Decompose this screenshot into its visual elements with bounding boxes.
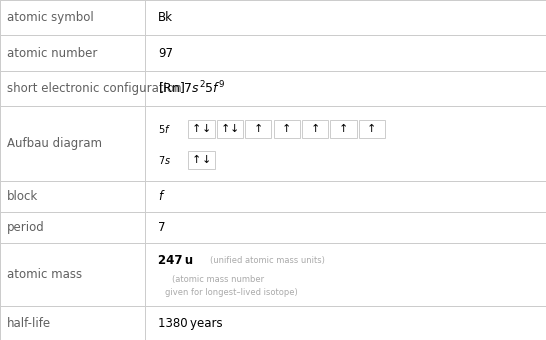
- Text: atomic symbol: atomic symbol: [7, 11, 93, 24]
- Text: period: period: [7, 221, 44, 234]
- Text: half-life: half-life: [7, 317, 51, 330]
- Text: f: f: [158, 190, 163, 203]
- Bar: [302, 120, 328, 138]
- Text: ↑: ↑: [310, 124, 320, 134]
- Text: ↓: ↓: [230, 124, 239, 134]
- Text: short electronic configuration: short electronic configuration: [7, 82, 181, 95]
- Bar: [0, 306, 546, 340]
- Bar: [0, 212, 546, 243]
- Bar: [0, 106, 546, 181]
- Bar: [0, 181, 546, 212]
- Text: atomic mass: atomic mass: [7, 268, 82, 281]
- Text: Aufbau diagram: Aufbau diagram: [7, 137, 102, 150]
- Bar: [217, 120, 243, 138]
- Text: (unified atomic mass units): (unified atomic mass units): [210, 256, 325, 265]
- Text: given for longest–lived isotope): given for longest–lived isotope): [165, 288, 298, 297]
- Text: ↑: ↑: [339, 124, 348, 134]
- Bar: [0, 71, 546, 106]
- Text: (atomic mass number: (atomic mass number: [172, 275, 264, 284]
- Text: 247 u: 247 u: [158, 254, 193, 267]
- Text: $\rm 5\it{f}$: $\rm 5\it{f}$: [158, 123, 171, 135]
- Text: 7: 7: [158, 221, 166, 234]
- Bar: [359, 120, 385, 138]
- Text: $\rm 7\it{s}$: $\rm 7\it{s}$: [158, 154, 171, 166]
- Bar: [0, 35, 546, 71]
- Text: ↑: ↑: [192, 124, 201, 134]
- Text: ↓: ↓: [201, 124, 211, 134]
- Text: atomic number: atomic number: [7, 47, 97, 60]
- Text: ↑: ↑: [282, 124, 292, 134]
- Bar: [245, 120, 271, 138]
- Bar: [0, 0, 546, 35]
- Bar: [274, 120, 300, 138]
- Bar: [330, 120, 357, 138]
- Text: block: block: [7, 190, 38, 203]
- Text: $\rm [Rn]7\it{s}^{2}\rm 5\it{f}^{9}$: $\rm [Rn]7\it{s}^{2}\rm 5\it{f}^{9}$: [158, 80, 225, 97]
- Bar: [188, 151, 215, 169]
- Text: 1380 years: 1380 years: [158, 317, 223, 330]
- Text: ↑: ↑: [221, 124, 230, 134]
- Text: ↑: ↑: [192, 155, 201, 165]
- Text: ↑: ↑: [367, 124, 377, 134]
- Text: 97: 97: [158, 47, 173, 60]
- Bar: [0, 243, 546, 306]
- Bar: [188, 120, 215, 138]
- Text: ↓: ↓: [201, 155, 211, 165]
- Text: Bk: Bk: [158, 11, 173, 24]
- Text: ↑: ↑: [253, 124, 263, 134]
